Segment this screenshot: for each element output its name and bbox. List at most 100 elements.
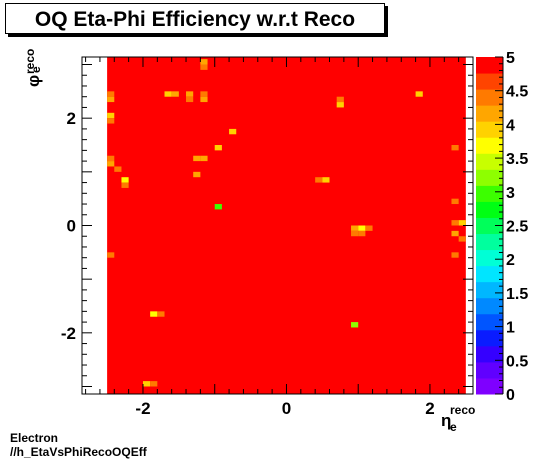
y-tick-label: 2 xyxy=(67,109,76,128)
heatmap-cell xyxy=(121,182,129,188)
heatmap-cell xyxy=(351,230,359,237)
footer-line-2: //h_EtaVsPhiRecoOQEff xyxy=(10,445,147,459)
heatmap-cell xyxy=(107,161,115,167)
filled-region xyxy=(107,57,466,394)
color-scale-band xyxy=(476,137,503,154)
color-scale xyxy=(476,57,504,395)
heatmap-cell xyxy=(336,102,344,108)
heatmap-cell xyxy=(186,91,194,97)
heatmap-cell xyxy=(200,96,208,103)
heatmap-cell xyxy=(458,220,466,226)
heatmap-cell xyxy=(358,230,366,237)
y-axis-ticks: -2 0 2 xyxy=(61,64,473,387)
heatmap-cell xyxy=(214,145,222,151)
color-scale-band xyxy=(476,217,503,235)
color-scale-band xyxy=(476,329,503,347)
heatmap-cell xyxy=(322,177,330,183)
y-axis-label-sup: reco xyxy=(23,49,37,74)
heatmap-cell xyxy=(351,225,359,231)
color-scale-tick-label: 0.5 xyxy=(506,353,528,370)
x-axis-label-sub: e xyxy=(450,420,457,434)
heatmap-cell xyxy=(107,112,115,119)
heatmap-cell xyxy=(315,177,323,183)
color-scale-band xyxy=(476,121,503,138)
chart-title: OQ Eta-Phi Efficiency w.r.t Reco xyxy=(34,8,356,31)
heatmap-cell xyxy=(458,236,466,242)
cells-layer xyxy=(107,59,466,387)
heatmap-cell xyxy=(107,155,115,162)
color-scale-band xyxy=(476,345,503,363)
heatmap-cell xyxy=(451,198,459,205)
color-scale-tick-label: 4.5 xyxy=(506,84,528,101)
color-scale-band xyxy=(476,57,503,74)
footer-line-1: Electron xyxy=(10,431,59,445)
heatmap-cell xyxy=(164,91,172,97)
heatmap-cell xyxy=(157,311,165,317)
heatmap-cell xyxy=(451,145,459,151)
heatmap-cell xyxy=(451,252,459,258)
heatmap-cell xyxy=(107,118,115,124)
heatmap-cell xyxy=(193,155,201,162)
x-tick-label: -2 xyxy=(135,399,150,418)
color-scale-tick-label: 1.5 xyxy=(506,286,528,303)
heatmap-cell xyxy=(200,59,208,65)
heatmap-cell xyxy=(150,381,158,387)
heatmap-cell xyxy=(200,64,208,70)
y-tick-label: 0 xyxy=(67,217,76,236)
color-scale-tick-label: 4 xyxy=(506,117,515,134)
color-scale-band xyxy=(476,89,503,106)
color-scale-band xyxy=(476,233,503,251)
color-scale-tick-label: 0 xyxy=(506,387,515,404)
x-axis-label: η xyxy=(441,411,451,430)
color-scale-tick-label: 3 xyxy=(506,185,515,202)
heatmap-cell xyxy=(121,177,129,183)
y-tick-label: -2 xyxy=(61,324,76,343)
color-scale-band xyxy=(476,201,503,218)
heatmap-cell xyxy=(336,96,344,103)
color-scale-ticks: 0 0.5 1 1.5 2 2.5 3 3.5 4 4.5 5 xyxy=(495,50,528,404)
background-bins xyxy=(107,57,466,394)
color-scale-tick-label: 5 xyxy=(506,50,515,67)
heatmap-cell xyxy=(351,322,359,328)
heatmap-cell xyxy=(365,225,373,231)
heatmap-cell xyxy=(451,230,459,237)
color-scale-band xyxy=(476,265,503,283)
heatmap-cell xyxy=(193,171,201,178)
heatmap-cell xyxy=(214,204,222,210)
heatmap-cell xyxy=(142,381,151,387)
heatmap-cell xyxy=(229,128,237,135)
color-scale-tick-label: 2 xyxy=(506,252,515,269)
color-scale-tick-label: 1 xyxy=(506,320,515,337)
color-scale-band xyxy=(476,73,503,90)
heatmap-cell xyxy=(107,91,115,97)
heatmap-cell xyxy=(114,166,122,172)
color-scale-band xyxy=(476,169,503,186)
color-scale-tick-label: 3.5 xyxy=(506,151,528,168)
heatmap-cell xyxy=(200,155,208,162)
x-axis-ticks: -2 0 2 xyxy=(85,57,460,418)
color-scale-band xyxy=(476,185,503,202)
color-scale-band xyxy=(476,313,503,331)
color-scale-band xyxy=(476,281,503,299)
heatmap-cell xyxy=(200,91,208,97)
heatmap-cell xyxy=(358,225,366,231)
heatmap-cell xyxy=(107,252,115,258)
color-scale-band xyxy=(476,297,503,315)
color-scale-band xyxy=(476,105,503,122)
color-scale-band xyxy=(476,153,503,170)
color-scale-band xyxy=(476,377,503,395)
color-scale-tick-label: 2.5 xyxy=(506,219,528,236)
color-scale-band xyxy=(476,249,503,267)
heatmap-cell xyxy=(107,96,115,103)
color-scale-band xyxy=(476,361,503,379)
title-box: OQ Eta-Phi Efficiency w.r.t Reco xyxy=(5,3,385,34)
heatmap-cell xyxy=(415,91,423,97)
x-tick-label: 2 xyxy=(425,399,434,418)
heatmap-cell xyxy=(150,311,158,317)
heatmap-cell xyxy=(186,96,194,103)
x-axis-label-sup: reco xyxy=(450,403,475,417)
x-tick-label: 0 xyxy=(282,399,291,418)
y-axis-label: φ xyxy=(24,75,43,87)
heatmap-cell xyxy=(451,220,459,226)
